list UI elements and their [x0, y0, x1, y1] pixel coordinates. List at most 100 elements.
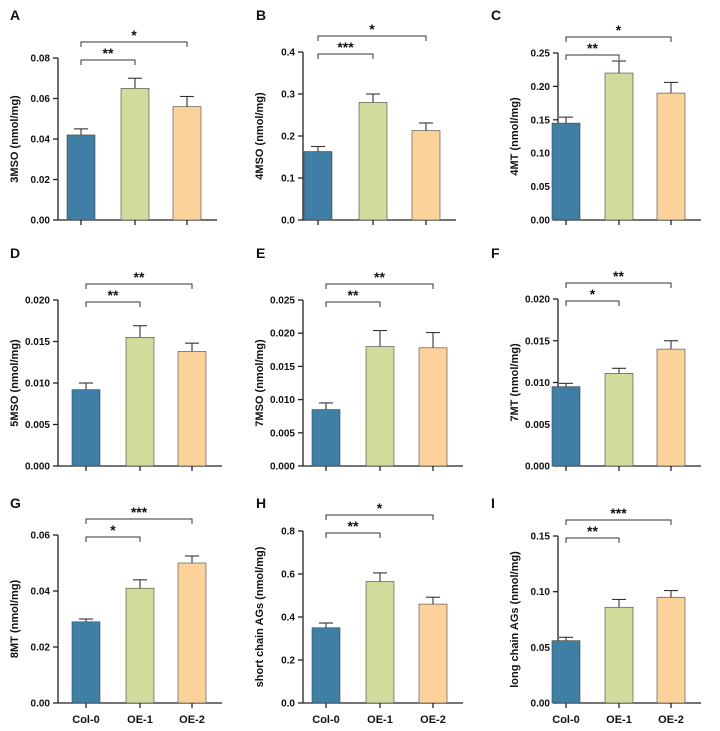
y-tick-label: 0.02: [31, 175, 51, 186]
y-tick-label: 0.04: [31, 587, 51, 598]
x-tick-label: Col-0: [312, 714, 340, 726]
y-tick-label: 0.00: [31, 699, 51, 710]
bar-oe-1: [604, 606, 634, 704]
significance-bracket: [317, 53, 374, 59]
bar-col-0: [71, 621, 101, 704]
y-tick-label: 0.00: [531, 699, 551, 710]
y-tick-label: 0.2: [281, 656, 295, 667]
y-tick-label: 0.02: [31, 643, 51, 654]
significance-bracket: [565, 537, 620, 543]
y-tick-label: 0.10: [531, 587, 551, 598]
significance-bracket: [325, 514, 434, 520]
y-tick-label: 0.08: [31, 54, 51, 65]
y-tick-label: 0.00: [31, 216, 51, 227]
y-tick-label: 0.000: [525, 462, 550, 473]
bar-oe-1: [604, 373, 634, 467]
y-tick-label: 0.020: [525, 295, 550, 306]
y-tick-label: 0.005: [25, 420, 50, 431]
significance-bracket: [565, 54, 620, 60]
bar-oe-2: [177, 351, 207, 467]
y-axis-title: 7MSO (nmol/mg): [254, 339, 266, 427]
bar-oe-2: [172, 106, 202, 221]
bar-oe-2: [656, 92, 686, 221]
bar-oe-1: [125, 337, 155, 467]
bar-col-0: [303, 151, 333, 221]
y-tick-label: 0.06: [31, 94, 51, 105]
y-tick-label: 0.015: [525, 336, 550, 347]
chart-panel-e: E 0.000 0.005 0.010 0.015 0.020 0.025 7MSO (nmo…: [254, 245, 463, 473]
bar-oe-2: [411, 130, 441, 221]
y-axis-title: 7MT (nmol/mg): [509, 343, 521, 422]
significance-bracket: [85, 283, 193, 289]
y-tick-label: 0.4: [281, 613, 295, 624]
bar-col-0: [311, 627, 341, 704]
significance-label: **: [348, 287, 359, 303]
y-tick-label: 0.005: [525, 420, 550, 431]
y-tick-label: 0.25: [531, 49, 551, 60]
significance-label: **: [587, 523, 598, 539]
y-axis-title: 3MSO (nmol/mg): [9, 95, 21, 183]
x-tick-label: OE-1: [606, 714, 632, 726]
y-tick-label: 0.05: [531, 643, 551, 654]
y-tick-label: 0.015: [25, 337, 50, 348]
y-axis-title: 5MSO (nmol/mg): [9, 339, 21, 427]
x-tick-label: OE-2: [420, 714, 446, 726]
y-tick-label: 0.2: [281, 132, 295, 143]
y-tick-label: 0.0: [281, 216, 295, 227]
bar-oe-2: [177, 562, 207, 704]
significance-label: **: [134, 269, 145, 285]
y-tick-label: 0.010: [25, 379, 50, 390]
x-tick-label: Col-0: [552, 714, 580, 726]
x-tick-label: OE-2: [658, 714, 684, 726]
significance-bracket: [565, 282, 672, 288]
panel-letter: D: [10, 245, 20, 261]
y-axis-title: 4MT (nmol/mg): [509, 97, 521, 176]
y-tick-label: 0.020: [270, 329, 295, 340]
significance-label: **: [613, 268, 624, 284]
significance-label: *: [377, 500, 383, 516]
y-tick-label: 0.6: [281, 570, 295, 581]
y-tick-label: 0.06: [31, 531, 51, 542]
bar-oe-1: [604, 72, 634, 221]
significance-label: **: [374, 269, 385, 285]
chart-panel-g: G 0.00 0.02 0.04 0.06 8MT (nmol/mg) Col-0 OE-1 O…: [9, 495, 222, 726]
bar-oe-2: [656, 348, 686, 467]
bar-oe-2: [418, 347, 448, 467]
y-tick-label: 0.15: [531, 532, 551, 543]
significance-bracket: [85, 536, 141, 542]
significance-label: **: [108, 287, 119, 303]
significance-bracket: [325, 283, 434, 289]
bar-oe-1: [365, 346, 395, 467]
panel-letter: F: [491, 245, 500, 261]
chart-panel-f: F 0.000 0.005 0.010 0.015 0.020 7MT (nmol/mg) *…: [491, 245, 701, 473]
bar-oe-2: [656, 596, 686, 704]
significance-bracket: [85, 301, 141, 307]
bar-oe-1: [125, 587, 155, 704]
x-tick-label: Col-0: [72, 714, 100, 726]
y-tick-label: 0.10: [531, 149, 551, 160]
y-axis-title: 8MT (nmol/mg): [9, 580, 21, 659]
significance-bracket: [325, 532, 381, 538]
significance-label: ***: [337, 39, 354, 55]
panel-letter: E: [256, 245, 265, 261]
x-tick-label: OE-1: [367, 714, 393, 726]
y-axis-title: long chain AGs (nmol/mg): [509, 551, 521, 688]
y-tick-label: 0.1: [281, 174, 295, 185]
y-tick-label: 0.000: [270, 462, 295, 473]
panel-letter: A: [10, 7, 20, 23]
y-axis-title: 4MSO (nmol/mg): [254, 92, 266, 180]
y-tick-label: 0.20: [531, 82, 551, 93]
y-tick-label: 0.04: [31, 135, 51, 146]
significance-bracket: [565, 300, 620, 306]
y-tick-label: 0.0: [281, 699, 295, 710]
significance-bracket: [80, 59, 136, 65]
significance-label: **: [103, 45, 114, 61]
y-tick-label: 0.4: [281, 48, 295, 59]
chart-panel-i: I 0.00 0.05 0.10 0.15 long chain AGs (nmol/mg…: [491, 495, 701, 726]
y-tick-label: 0.8: [281, 527, 295, 538]
y-tick-label: 0.3: [281, 90, 295, 101]
significance-bracket: [80, 41, 188, 47]
significance-bracket: [85, 518, 193, 524]
